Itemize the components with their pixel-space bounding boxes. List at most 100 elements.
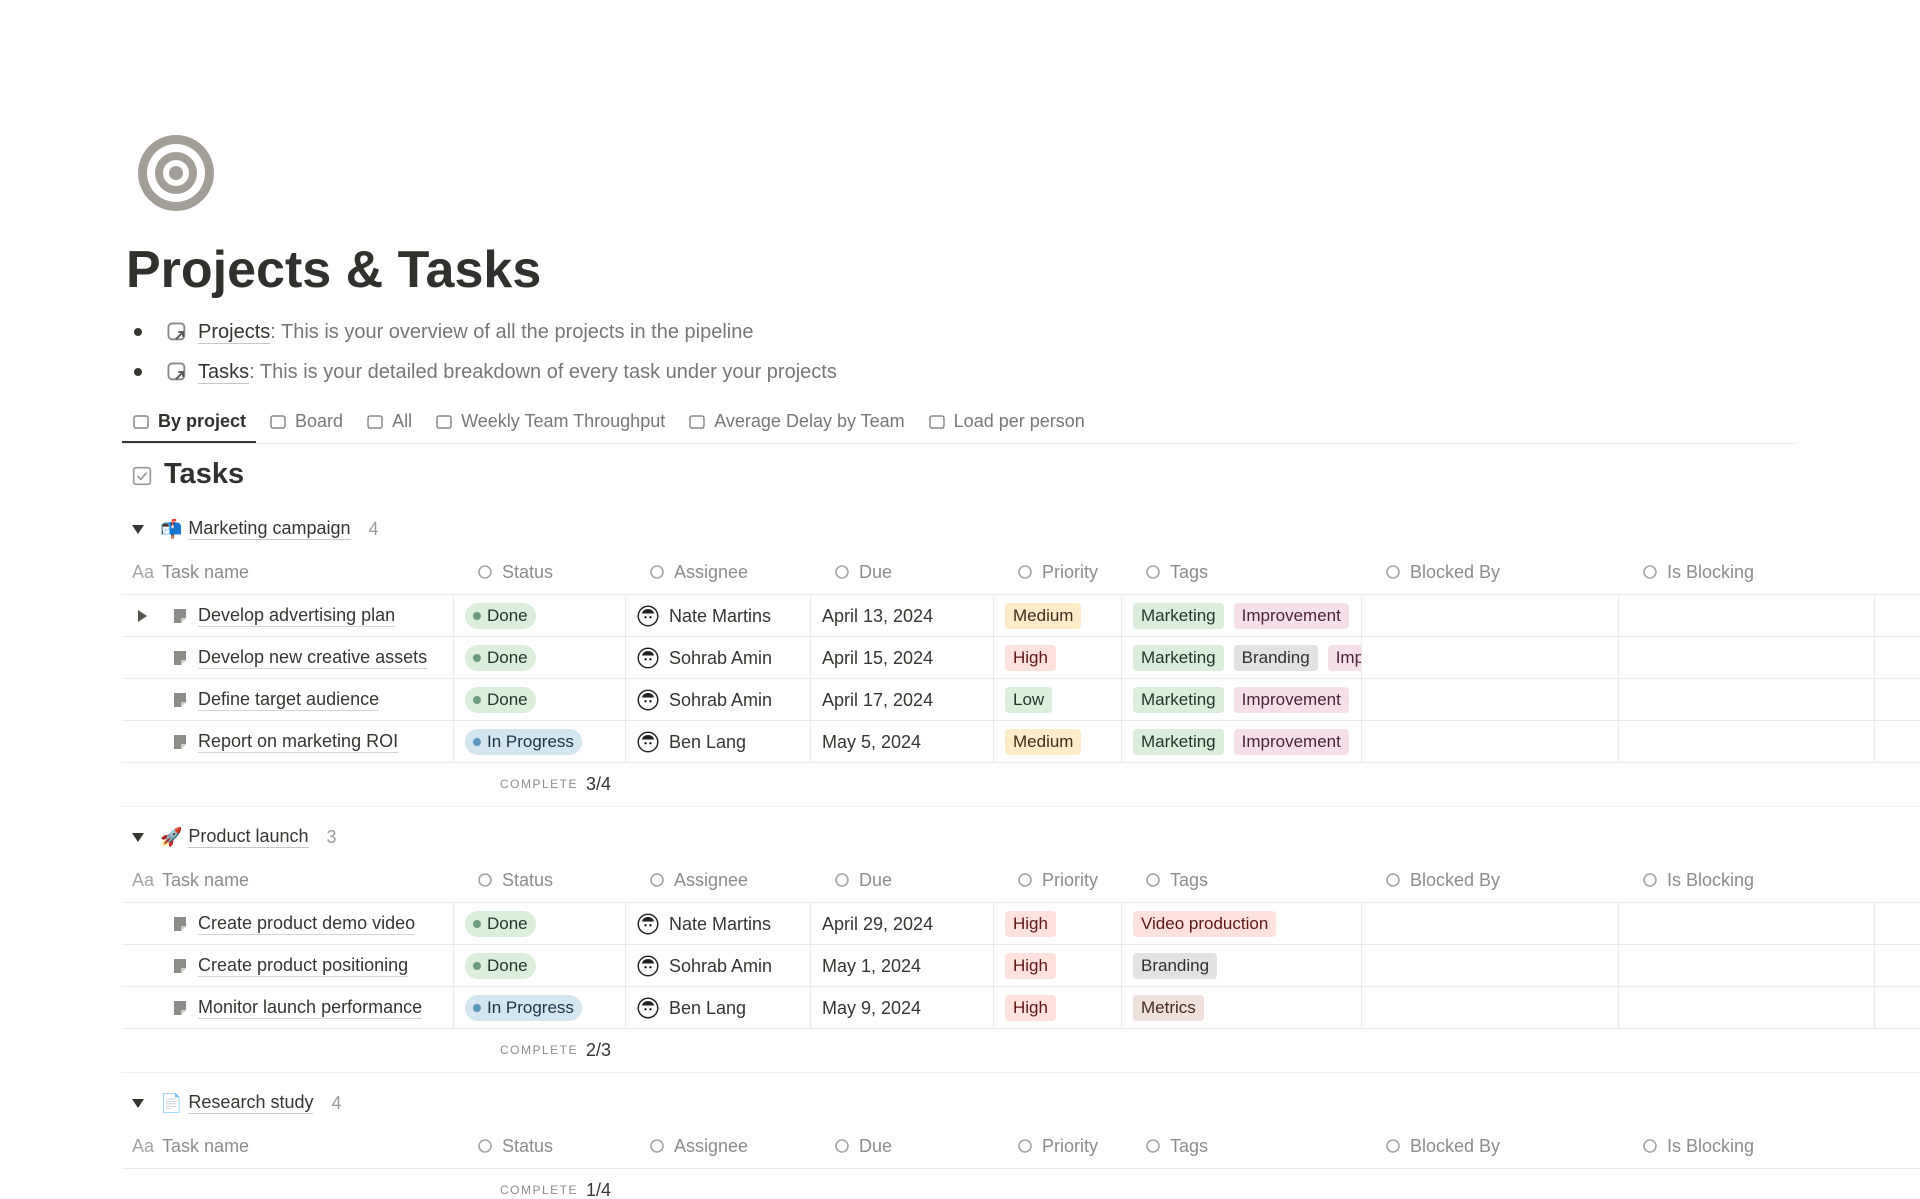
column-name: Task name	[162, 869, 250, 890]
status-dot	[473, 738, 481, 746]
column-header[interactable]: Tags	[1144, 558, 1208, 586]
column-name: Task name	[162, 1135, 250, 1156]
tag: Improvement	[1233, 729, 1349, 755]
group-count: 4	[331, 1092, 342, 1113]
group-header[interactable]: 📄 Research study 4	[130, 1089, 342, 1117]
page-icon	[174, 959, 186, 973]
task-name[interactable]: Create product positioning	[198, 955, 409, 977]
column-header[interactable]: Priority	[1016, 558, 1098, 586]
view-tab[interactable]: Weekly Team Throughput	[425, 400, 675, 443]
column-icon	[650, 873, 664, 887]
page-link[interactable]: Projects	[198, 320, 271, 344]
table-cell: Nate Martins	[626, 903, 811, 945]
due-date: May 1, 2024	[822, 955, 922, 976]
column-header[interactable]: Priority	[1016, 866, 1098, 894]
footer-label: COMPLETE	[500, 777, 579, 791]
column-header[interactable]: Is Blocking	[1641, 558, 1754, 586]
column-header[interactable]: Assignee	[648, 866, 748, 894]
table-cell: In Progress	[454, 721, 626, 763]
group-footer: COMPLETE 2/3	[500, 1038, 611, 1062]
group-header[interactable]: 📬 Marketing campaign 4	[130, 515, 379, 543]
avatar	[637, 913, 659, 935]
link-icon	[167, 322, 186, 341]
assignee-name: Ben Lang	[669, 997, 747, 1018]
table-cell: In Progress	[454, 987, 626, 1029]
assignee-name: Sohrab Amin	[669, 689, 773, 710]
bullet-dot	[134, 328, 142, 336]
table-cell: Done	[454, 679, 626, 721]
row-divider	[122, 636, 1920, 637]
table-cell	[1619, 637, 1875, 679]
table-cell: April 29, 2024	[811, 903, 994, 945]
column-header[interactable]: Blocked By	[1384, 1132, 1500, 1160]
column-name: Priority	[1042, 1135, 1099, 1156]
task-name[interactable]: Develop advertising plan	[198, 605, 396, 627]
task-name[interactable]: Define target audience	[198, 689, 380, 711]
page-link[interactable]: Tasks	[198, 360, 250, 384]
group-name: Marketing campaign	[188, 518, 351, 540]
table-cell: Done	[454, 903, 626, 945]
table-cell: Marketing Improvement	[1122, 679, 1362, 721]
column-header[interactable]: Due	[833, 558, 892, 586]
column-header[interactable]: Tags	[1144, 1132, 1208, 1160]
task-name[interactable]: Create product demo video	[198, 913, 416, 935]
link-icon	[167, 362, 186, 381]
priority-tag: Medium	[1005, 603, 1082, 629]
view-tab[interactable]: By project	[122, 400, 257, 443]
group-header[interactable]: 🚀 Product launch 3	[130, 823, 337, 851]
column-icon: Aa	[132, 1135, 155, 1156]
column-header[interactable]: Is Blocking	[1641, 866, 1754, 894]
tab-icon	[689, 414, 705, 429]
view-tab[interactable]: Board	[259, 400, 353, 443]
tab-label: Load per person	[953, 411, 1085, 431]
task-name[interactable]: Develop new creative assets	[198, 647, 428, 669]
column-header[interactable]: Due	[833, 866, 892, 894]
task-name[interactable]: Monitor launch performance	[198, 997, 423, 1019]
table-cell: High	[994, 903, 1122, 945]
column-header[interactable]: Tags	[1144, 866, 1208, 894]
group-footer: COMPLETE 3/4	[500, 772, 611, 796]
expand-arrow[interactable]	[138, 610, 147, 622]
column-header[interactable]: Aa Task name	[132, 558, 249, 586]
avatar	[637, 955, 659, 977]
assignee-name: Sohrab Amin	[669, 955, 773, 976]
task-name[interactable]: Report on marketing ROI	[198, 731, 399, 753]
database-title: Tasks	[164, 458, 245, 490]
column-header[interactable]: Status	[476, 866, 553, 894]
row-divider	[122, 678, 1920, 679]
column-header[interactable]: Is Blocking	[1641, 1132, 1754, 1160]
view-tab[interactable]: All	[356, 400, 422, 443]
page-icon	[174, 1001, 186, 1015]
column-name: Tags	[1170, 1135, 1209, 1156]
column-header[interactable]: Aa Task name	[132, 1132, 249, 1160]
tag: Metrics	[1133, 995, 1204, 1021]
column-header[interactable]: Status	[476, 1132, 553, 1160]
table-cell: Create product demo video	[122, 903, 454, 945]
footer-label: COMPLETE	[500, 1043, 579, 1057]
column-header[interactable]: Blocked By	[1384, 866, 1500, 894]
column-header[interactable]: Assignee	[648, 558, 748, 586]
column-name: Status	[502, 869, 554, 890]
column-header[interactable]: Priority	[1016, 1132, 1098, 1160]
page-icon	[174, 735, 186, 749]
column-header[interactable]: Assignee	[648, 1132, 748, 1160]
toggle-arrow	[132, 524, 144, 534]
status-label: Done	[487, 690, 528, 709]
page-title: Projects & Tasks	[126, 241, 542, 299]
bullet-item: Projects: This is your overview of all t…	[134, 318, 753, 346]
toggle-arrow	[132, 1098, 144, 1108]
assignee-name: Nate Martins	[669, 605, 772, 626]
group-name: Research study	[188, 1092, 314, 1114]
bullet-description: : This is your detailed breakdown of eve…	[249, 360, 837, 383]
column-header[interactable]: Due	[833, 1132, 892, 1160]
table-cell: Sohrab Amin	[626, 637, 811, 679]
view-tab[interactable]: Average Delay by Team	[678, 400, 914, 443]
column-header[interactable]: Blocked By	[1384, 558, 1500, 586]
column-header[interactable]: Status	[476, 558, 553, 586]
column-icon	[1643, 873, 1657, 887]
column-header[interactable]: Aa Task name	[132, 866, 249, 894]
table-cell	[1362, 721, 1619, 763]
status-dot	[473, 654, 481, 662]
view-tab[interactable]: Load per person	[918, 400, 1095, 443]
bullet-dot	[134, 368, 142, 376]
